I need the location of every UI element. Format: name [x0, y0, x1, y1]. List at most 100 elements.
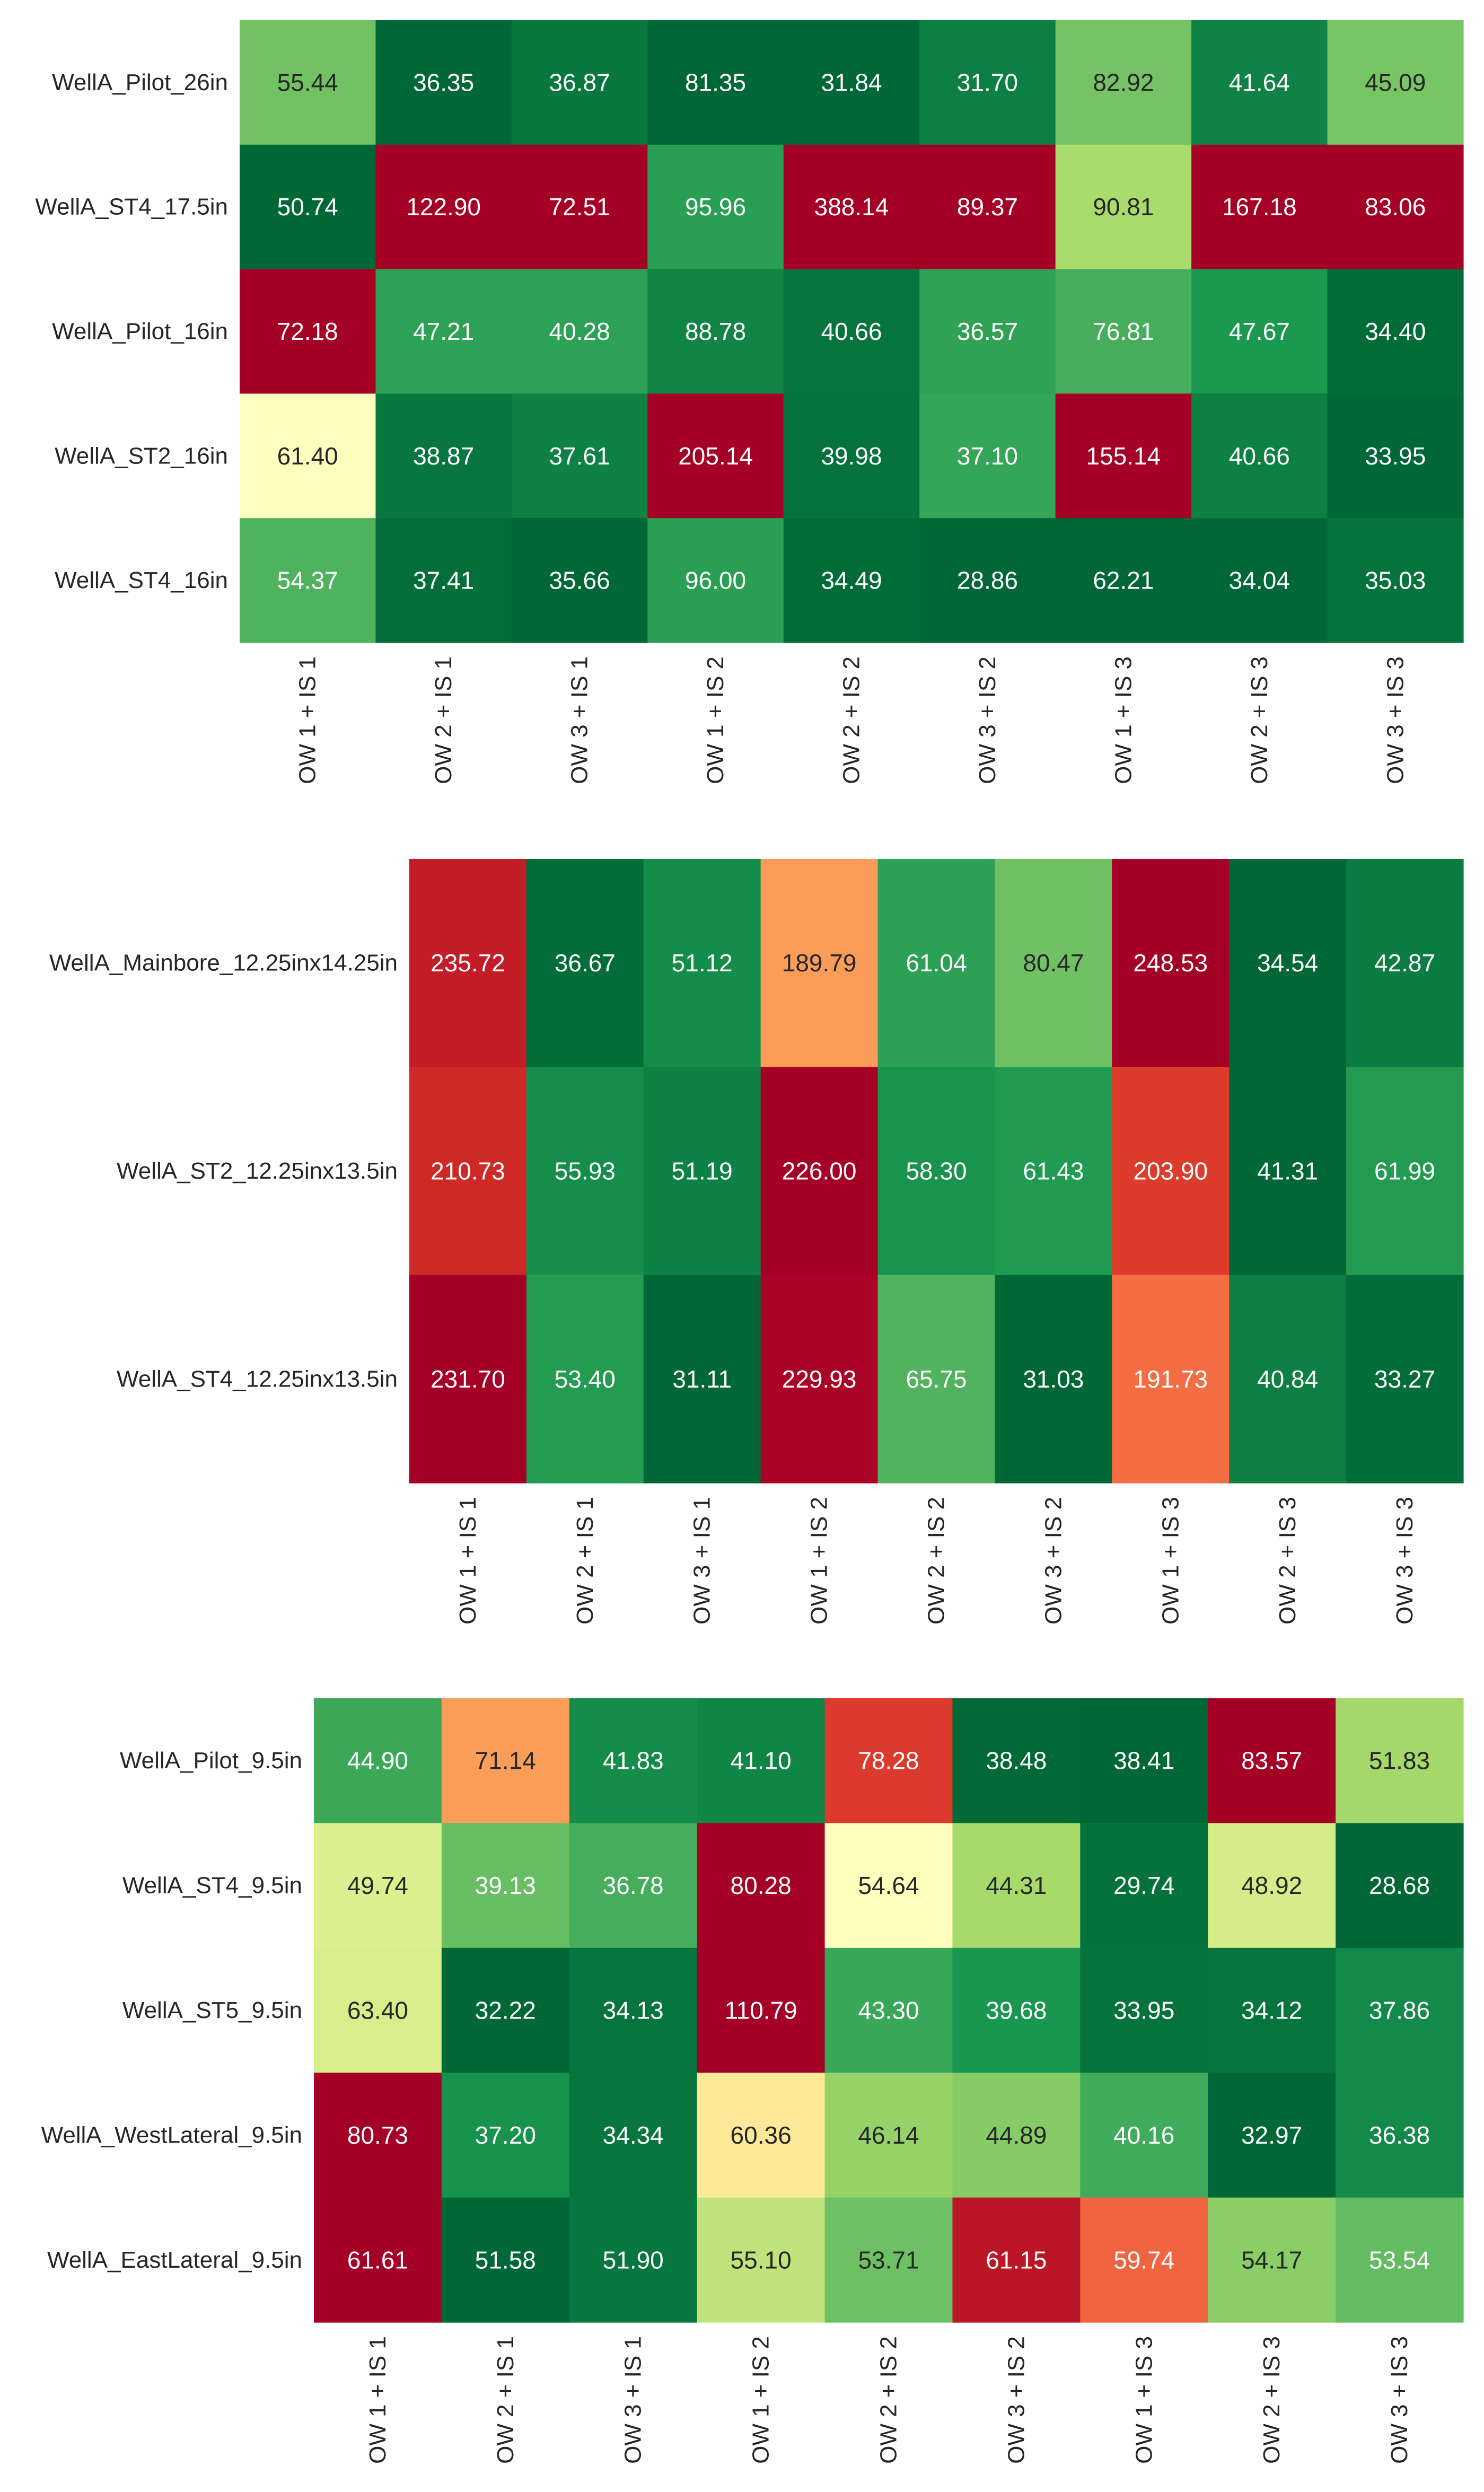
cell-value-label: 83.57	[1241, 1747, 1302, 1775]
heatmap-cell	[1346, 1067, 1464, 1276]
heatmap-cell	[409, 859, 527, 1067]
heatmap-cell	[647, 20, 784, 145]
heatmap-cell	[511, 20, 648, 145]
row-label: WellA_ST4_16in	[55, 567, 228, 593]
column-label: OW 1 + IS 3	[1157, 1497, 1183, 1625]
heatmap-cell	[314, 1947, 442, 2073]
column-label: OW 2 + IS 3	[1246, 656, 1272, 784]
heatmap-cell	[919, 518, 1056, 643]
heatmap-cell	[995, 859, 1112, 1067]
cell-value-label: 29.74	[1113, 1872, 1174, 1899]
cell-value-label: 36.67	[555, 949, 616, 977]
cell-value-label: 53.40	[555, 1365, 616, 1393]
cell-value-label: 96.00	[685, 567, 746, 594]
cell-value-label: 54.17	[1241, 2246, 1302, 2274]
cell-value-label: 28.86	[957, 567, 1018, 594]
cell-value-label: 72.18	[277, 318, 338, 345]
heatmap-cell	[526, 1275, 644, 1484]
column-label: OW 3 + IS 3	[1382, 656, 1408, 784]
heatmap-cell	[919, 269, 1056, 394]
heatmap-cell	[511, 393, 648, 519]
heatmap-cell	[824, 1823, 953, 1949]
heatmap-cell	[1208, 1698, 1336, 1823]
column-label: OW 3 + IS 1	[689, 1497, 715, 1625]
heatmap-cell	[1327, 269, 1464, 394]
cell-value-label: 36.35	[413, 68, 474, 96]
heatmap-cell	[409, 1275, 527, 1484]
cell-value-label: 34.34	[603, 2121, 664, 2149]
cell-value-label: 71.14	[475, 1747, 536, 1775]
cell-value-label: 36.38	[1369, 2121, 1430, 2149]
heatmap-cell	[314, 1823, 442, 1949]
cell-value-label: 37.10	[957, 442, 1018, 470]
cell-value-label: 65.75	[906, 1365, 967, 1393]
heatmap-cell	[1112, 1275, 1230, 1484]
heatmap-cell	[1346, 859, 1464, 1067]
heatmap-cell	[409, 1067, 527, 1276]
column-label: OW 1 + IS 1	[295, 656, 321, 784]
heatmap-cell	[1191, 518, 1328, 643]
column-label: OW 3 + IS 2	[1003, 2336, 1029, 2464]
heatmap-cell	[1055, 269, 1192, 394]
cell-value-label: 229.93	[782, 1365, 857, 1393]
column-label: OW 2 + IS 3	[1275, 1497, 1301, 1625]
heatmap-cell	[1080, 2197, 1208, 2323]
heatmap-cell	[441, 1698, 570, 1823]
row-label: WellA_Pilot_16in	[52, 319, 228, 345]
heatmap-cell	[441, 2073, 570, 2198]
heatmap-cell	[511, 518, 648, 643]
heatmap-cell	[240, 393, 376, 519]
cell-value-label: 36.78	[603, 1872, 664, 1899]
cell-value-label: 47.67	[1229, 318, 1290, 345]
cell-value-label: 49.74	[347, 1872, 408, 1899]
cell-value-label: 61.04	[906, 949, 967, 977]
cell-value-label: 80.47	[1023, 949, 1084, 977]
heatmap-cell	[240, 518, 376, 643]
cell-value-label: 31.84	[821, 68, 882, 96]
heatmap-cell	[697, 2073, 826, 2198]
column-label: OW 1 + IS 2	[703, 656, 728, 784]
cell-value-label: 205.14	[678, 442, 753, 470]
heatmap-cell	[697, 2197, 826, 2323]
cell-value-label: 34.54	[1257, 949, 1318, 977]
heatmap-cell	[760, 1275, 879, 1484]
cell-value-label: 45.09	[1365, 68, 1426, 96]
cell-value-label: 80.28	[731, 1872, 792, 1899]
cell-value-label: 40.16	[1113, 2121, 1174, 2149]
cell-value-label: 34.12	[1241, 1997, 1302, 2024]
column-label: OW 2 + IS 1	[572, 1497, 598, 1625]
heatmap-cell	[824, 2197, 953, 2323]
heatmap-cell	[314, 2073, 442, 2198]
heatmap-cell	[1080, 2073, 1208, 2198]
cell-value-label: 37.41	[413, 567, 474, 594]
cell-value-label: 82.92	[1093, 68, 1154, 96]
cell-value-label: 36.57	[957, 318, 1018, 345]
heatmap-cell	[783, 20, 920, 145]
cell-value-label: 35.66	[549, 567, 610, 594]
cell-value-label: 41.10	[731, 1747, 792, 1775]
cell-value-label: 80.73	[347, 2121, 408, 2149]
heatmap-cell	[1336, 1698, 1464, 1823]
heatmap-cell	[1336, 1823, 1464, 1949]
cell-value-label: 203.90	[1133, 1157, 1208, 1185]
heatmap-cell	[375, 20, 512, 145]
cell-value-label: 34.13	[603, 1997, 664, 2024]
heatmap-cell	[375, 518, 512, 643]
heatmap-panel-1: 55.44 36.35 36.87 81.35 31.84 31.70 82.92 41.64…	[35, 20, 1464, 784]
cell-value-label: 48.92	[1241, 1872, 1302, 1899]
heatmap-cell	[314, 2197, 442, 2323]
cell-value-label: 38.41	[1113, 1747, 1174, 1775]
heatmap-cell	[526, 1067, 644, 1276]
cell-value-label: 41.31	[1257, 1157, 1318, 1185]
heatmap-panel-3: 44.90 71.14 41.83 41.10 78.28 38.48 38.41 83.57…	[41, 1698, 1464, 2464]
heatmap-cell	[1229, 1067, 1347, 1276]
heatmap-cell	[952, 2197, 1081, 2323]
heatmap-cell	[760, 1067, 879, 1276]
heatmap-cell	[375, 393, 512, 519]
column-label: OW 3 + IS 1	[620, 2336, 646, 2464]
cell-value-label: 33.95	[1113, 1997, 1174, 2024]
column-label: OW 1 + IS 2	[806, 1497, 832, 1625]
row-label: WellA_ST2_12.25inx13.5in	[117, 1158, 398, 1184]
cell-value-label: 47.21	[413, 318, 474, 345]
